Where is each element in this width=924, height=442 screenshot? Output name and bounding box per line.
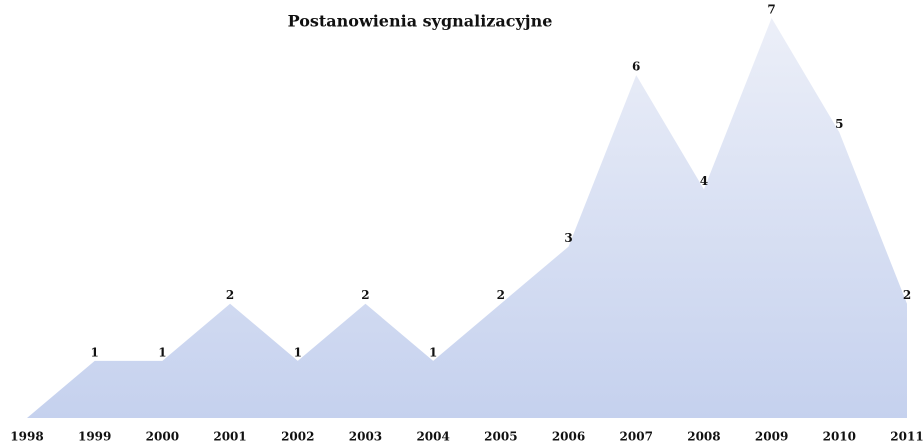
x-tick-label: 2010	[823, 430, 856, 442]
data-label: 1	[294, 345, 302, 359]
x-tick-label: 2000	[146, 430, 179, 442]
x-tick-label: 2005	[484, 430, 517, 442]
data-label: 4	[700, 174, 708, 188]
x-tick-label: 2008	[687, 430, 720, 442]
data-label: 2	[903, 288, 911, 302]
data-label: 1	[91, 345, 99, 359]
data-label: 1	[158, 345, 166, 359]
x-tick-label: 1998	[10, 430, 43, 442]
x-tick-label: 2001	[213, 430, 246, 442]
x-tick-label: 2006	[552, 430, 585, 442]
x-tick-label: 2009	[755, 430, 788, 442]
chart-title: Postanowienia sygnalizacyjne	[288, 12, 553, 31]
data-label: 3	[564, 231, 572, 245]
area	[27, 18, 907, 418]
x-tick-label: 2007	[620, 430, 653, 442]
x-tick-label: 2004	[416, 430, 449, 442]
x-tick-label: 1999	[78, 430, 111, 442]
x-tick-label: 2002	[281, 430, 314, 442]
x-tick-label: 2011	[890, 430, 923, 442]
x-tick-label: 2003	[349, 430, 382, 442]
data-label: 6	[632, 60, 640, 74]
data-label: 7	[767, 3, 775, 17]
data-label: 1	[429, 345, 437, 359]
data-label: 5	[835, 117, 843, 131]
data-label: 2	[226, 288, 234, 302]
data-label: 2	[497, 288, 505, 302]
data-label: 2	[361, 288, 369, 302]
